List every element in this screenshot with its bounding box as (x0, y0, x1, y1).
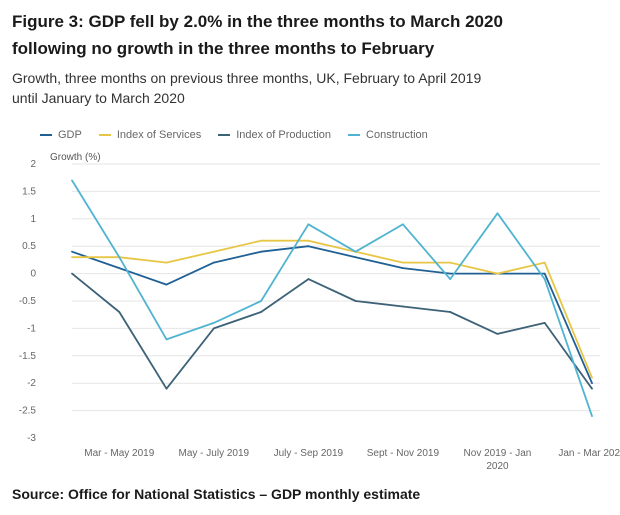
legend-swatch (218, 134, 231, 136)
chart-title-line-1: Figure 3: GDP fell by 2.0% in the three … (12, 12, 503, 31)
x-tick-label: Jan - Mar 2020 (558, 448, 620, 459)
y-tick-label: 1 (30, 214, 36, 225)
data-point-construction (260, 300, 262, 302)
series-line-construction (71, 179, 593, 417)
data-point-construction (449, 278, 452, 280)
data-point-index-of-services (496, 272, 499, 275)
source-note: Source: Office for National Statistics –… (12, 486, 421, 502)
x-tick-label: Mar - May 2019 (84, 448, 154, 459)
data-point-index-of-services (165, 261, 168, 264)
data-point-construction (402, 223, 404, 226)
data-point-index-of-services (71, 256, 73, 259)
series-line-index-of-production (71, 272, 593, 390)
legend-item: Index of Production (218, 129, 331, 141)
y-tick-label: 2 (30, 159, 36, 170)
data-point-construction (71, 179, 73, 182)
legend-swatch (40, 134, 52, 136)
legend-label: Index of Production (236, 129, 332, 141)
y-tick-label: -0.5 (19, 296, 37, 307)
chart-legend: GDP Index of Services Index of Production C… (40, 127, 445, 143)
data-point-index-of-production (449, 311, 452, 313)
data-point-construction (354, 250, 357, 253)
x-tick-label: Nov 2019 - Jan (464, 448, 532, 459)
x-tick-label: Sept - Nov 2019 (367, 448, 440, 459)
data-point-gdp (307, 245, 310, 248)
data-point-gdp (71, 250, 73, 253)
y-tick-label: -1 (27, 323, 36, 334)
y-tick-label: 0 (30, 269, 36, 280)
y-axis-label: Growth (%) (50, 152, 101, 163)
x-tick-label: July - Sep 2019 (274, 448, 344, 459)
data-point-index-of-production (402, 305, 404, 308)
data-point-gdp (591, 382, 593, 385)
data-point-index-of-production (165, 387, 168, 390)
data-point-index-of-production (307, 278, 310, 280)
data-point-gdp (543, 272, 546, 275)
legend-item: GDP (40, 129, 82, 141)
data-point-index-of-production (260, 311, 262, 313)
y-tick-label: -1.5 (19, 351, 37, 362)
line-chart: Growth (%) 2 1.5 1 0.5 0 -0.5 -1 -1.5 -2 -2.5 -3 Mar… (19, 152, 620, 472)
data-point-gdp (165, 283, 168, 286)
data-point-index-of-services (307, 239, 310, 242)
chart-subtitle-line-1: Growth, three months on previous three m… (12, 70, 482, 86)
series-line-gdp (71, 245, 593, 384)
data-point-index-of-production (354, 300, 357, 302)
data-point-gdp (118, 267, 121, 270)
data-point-index-of-services (260, 239, 262, 242)
legend-item: Index of Services (98, 129, 202, 141)
data-point-construction (165, 338, 168, 341)
data-point-index-of-production (496, 332, 499, 335)
data-point-construction (543, 278, 546, 280)
chart-subtitle: Growth, three months on previous three m… (12, 68, 608, 108)
data-point-gdp (354, 256, 357, 259)
y-tick-label: -2 (27, 378, 36, 389)
series-line-index-of-services (72, 239, 593, 379)
data-point-index-of-production (591, 387, 593, 390)
data-point-index-of-production (543, 322, 546, 324)
x-tick-label: 2020 (486, 461, 509, 472)
y-tick-label: -2.5 (19, 406, 37, 417)
data-point-gdp (212, 261, 215, 264)
legend-label: Index of Services (116, 129, 202, 141)
data-point-index-of-production (71, 272, 73, 275)
legend-label: GDP (58, 129, 82, 141)
data-point-index-of-production (212, 327, 215, 330)
data-point-index-of-services (212, 250, 215, 253)
chart-title: Figure 3: GDP fell by 2.0% in the three … (12, 8, 608, 62)
legend-item: Construction (348, 129, 428, 141)
data-point-gdp (402, 267, 404, 270)
y-tick-label: 0.5 (22, 241, 36, 252)
data-point-construction (591, 415, 593, 417)
data-point-construction (307, 223, 310, 226)
legend-label: Construction (366, 129, 428, 141)
data-point-index-of-services (591, 376, 593, 379)
data-point-index-of-production (118, 311, 121, 313)
legend-swatch (98, 134, 111, 136)
legend-swatch (348, 134, 361, 136)
data-point-construction (212, 322, 215, 324)
data-point-construction (496, 212, 499, 215)
data-point-gdp (260, 250, 262, 253)
y-tick-label: 1.5 (22, 186, 36, 197)
y-tick-label: -3 (27, 433, 36, 444)
data-point-index-of-services (543, 261, 546, 264)
data-point-index-of-services (449, 261, 452, 264)
chart-title-line-2: following no growth in the three months … (12, 39, 435, 58)
data-point-gdp (449, 272, 452, 275)
data-point-construction (118, 256, 121, 259)
data-point-index-of-services (402, 261, 404, 264)
x-tick-label: May - July 2019 (179, 448, 250, 459)
chart-subtitle-line-2: until January to March 2020 (12, 90, 185, 106)
